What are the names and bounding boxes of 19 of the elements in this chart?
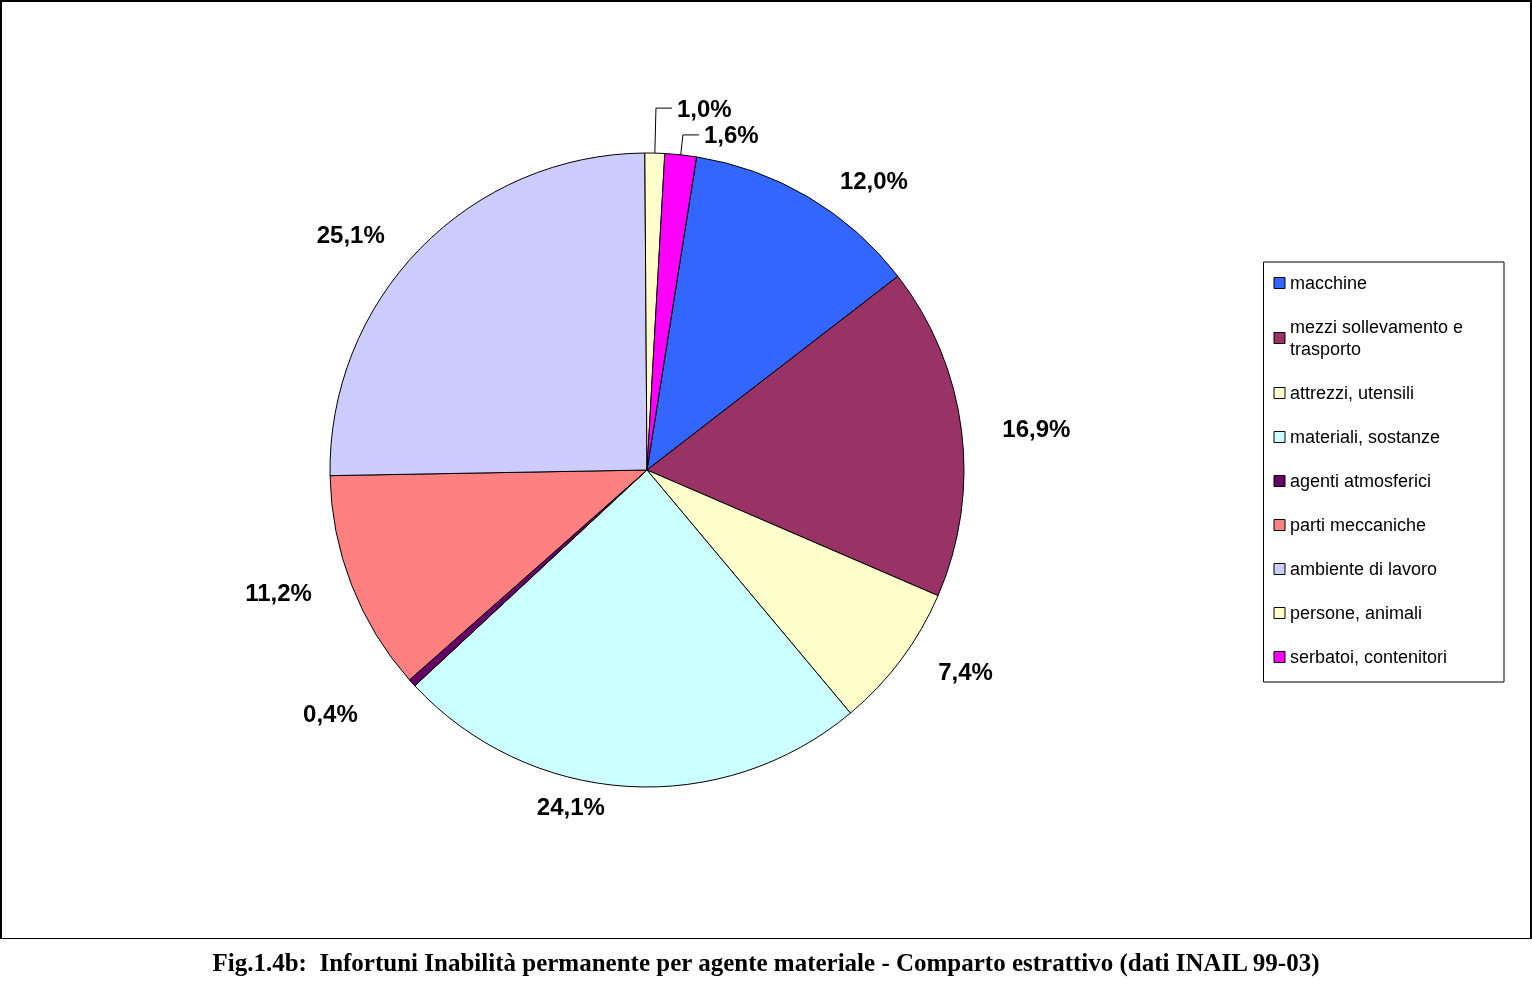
data-label: 1,0%	[676, 94, 732, 122]
legend-label: macchine	[1290, 273, 1368, 293]
legend-label: parti meccaniche	[1290, 515, 1427, 535]
data-label: 11,2%	[245, 578, 312, 606]
legend-label: materiali, sostanze	[1290, 427, 1441, 447]
data-label: 24,1%	[536, 792, 605, 820]
data-label: 1,6%	[703, 121, 759, 149]
legend-label: mezzi sollevamento e trasporto	[1290, 317, 1469, 359]
legend-label: persone, animali	[1290, 603, 1423, 623]
data-label: 0,4%	[303, 699, 358, 727]
legend-label: attrezzi, utensili	[1290, 383, 1415, 403]
data-label: 7,4%	[938, 657, 993, 685]
data-label: 16,9%	[1002, 414, 1071, 442]
data-label: 12,0%	[839, 166, 908, 194]
legend-label: agenti atmosferici	[1290, 471, 1432, 491]
legend-label: ambiente di lavoro	[1290, 559, 1438, 579]
data-label: 25,1%	[316, 221, 385, 249]
text: Fig.1.4b: Infortuni Inabilità permanente per agente materiale - Comparto estrattivo (dati INAIL 99-03)	[212, 949, 1320, 977]
legend-label: serbatoi, contenitori	[1290, 647, 1448, 667]
